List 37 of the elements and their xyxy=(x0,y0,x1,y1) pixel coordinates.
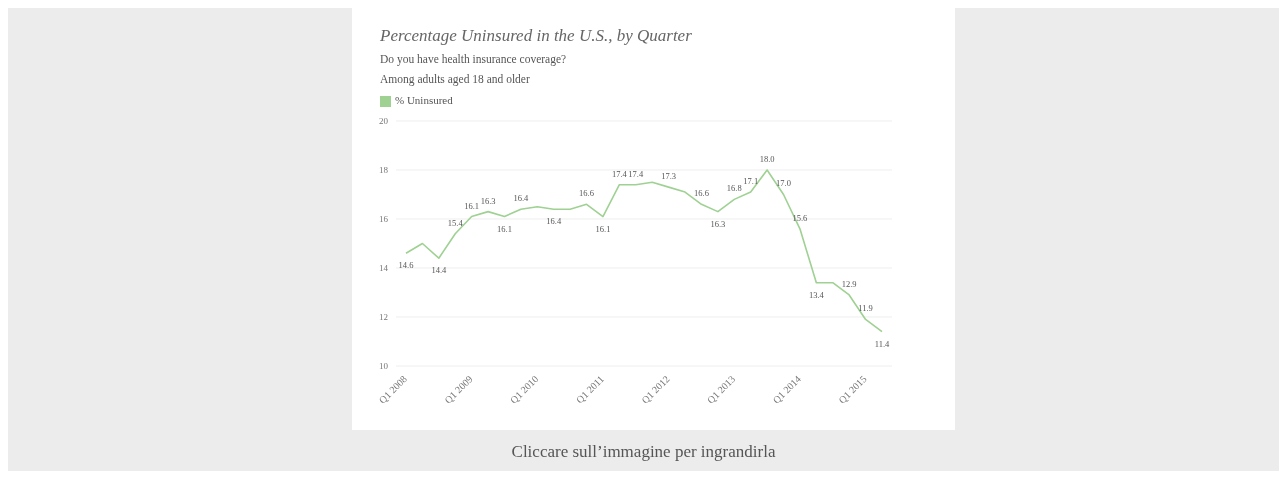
legend-label: % Uninsured xyxy=(395,94,453,106)
data-label: 16.3 xyxy=(710,218,726,229)
data-label: 16.1 xyxy=(497,223,512,234)
y-tick-label: 20 xyxy=(379,116,389,127)
data-label: 17.4 xyxy=(611,168,628,179)
data-label: 16.1 xyxy=(595,223,611,234)
data-label: 16.4 xyxy=(513,193,530,204)
data-label: 14.4 xyxy=(431,265,448,276)
data-label: 13.4 xyxy=(808,289,825,300)
data-label: 16.3 xyxy=(480,195,496,206)
data-label: 11.9 xyxy=(858,303,873,314)
data-label: 17.1 xyxy=(743,176,759,187)
data-label: 16.8 xyxy=(726,183,742,194)
y-tick-label: 10 xyxy=(379,361,389,372)
data-label: 15.4 xyxy=(447,217,464,228)
data-label: 17.3 xyxy=(661,171,677,182)
chart-title: Percentage Uninsured in the U.S., by Quarter xyxy=(380,26,692,46)
y-tick-label: 18 xyxy=(379,165,389,176)
data-label: 15.6 xyxy=(792,212,808,223)
data-label: 14.6 xyxy=(398,260,414,271)
data-label: 16.4 xyxy=(546,216,562,227)
x-tick-label: Q1 2010 xyxy=(508,373,541,406)
y-tick-label: 12 xyxy=(379,312,388,323)
data-label: 18.0 xyxy=(759,153,775,164)
text: Cliccare sull’immagine per ingrandirla xyxy=(510,442,777,462)
data-label: 16.1 xyxy=(464,200,480,211)
x-tick-label: Q1 2013 xyxy=(704,373,738,406)
data-label: 16.6 xyxy=(579,188,594,199)
data-label: 17.0 xyxy=(776,178,791,189)
x-tick-label: Q1 2011 xyxy=(573,373,606,406)
y-tick-label: 16 xyxy=(379,214,389,225)
data-label: 16.6 xyxy=(694,188,709,199)
data-label: 17.4 xyxy=(628,168,644,179)
data-label: 12.9 xyxy=(841,278,857,289)
y-tick-label: 14 xyxy=(379,263,389,274)
chart-subtitle: Do you have health insurance coverage? Among adults aged 18 and older xyxy=(380,53,567,85)
data-label: 11.4 xyxy=(874,338,891,349)
